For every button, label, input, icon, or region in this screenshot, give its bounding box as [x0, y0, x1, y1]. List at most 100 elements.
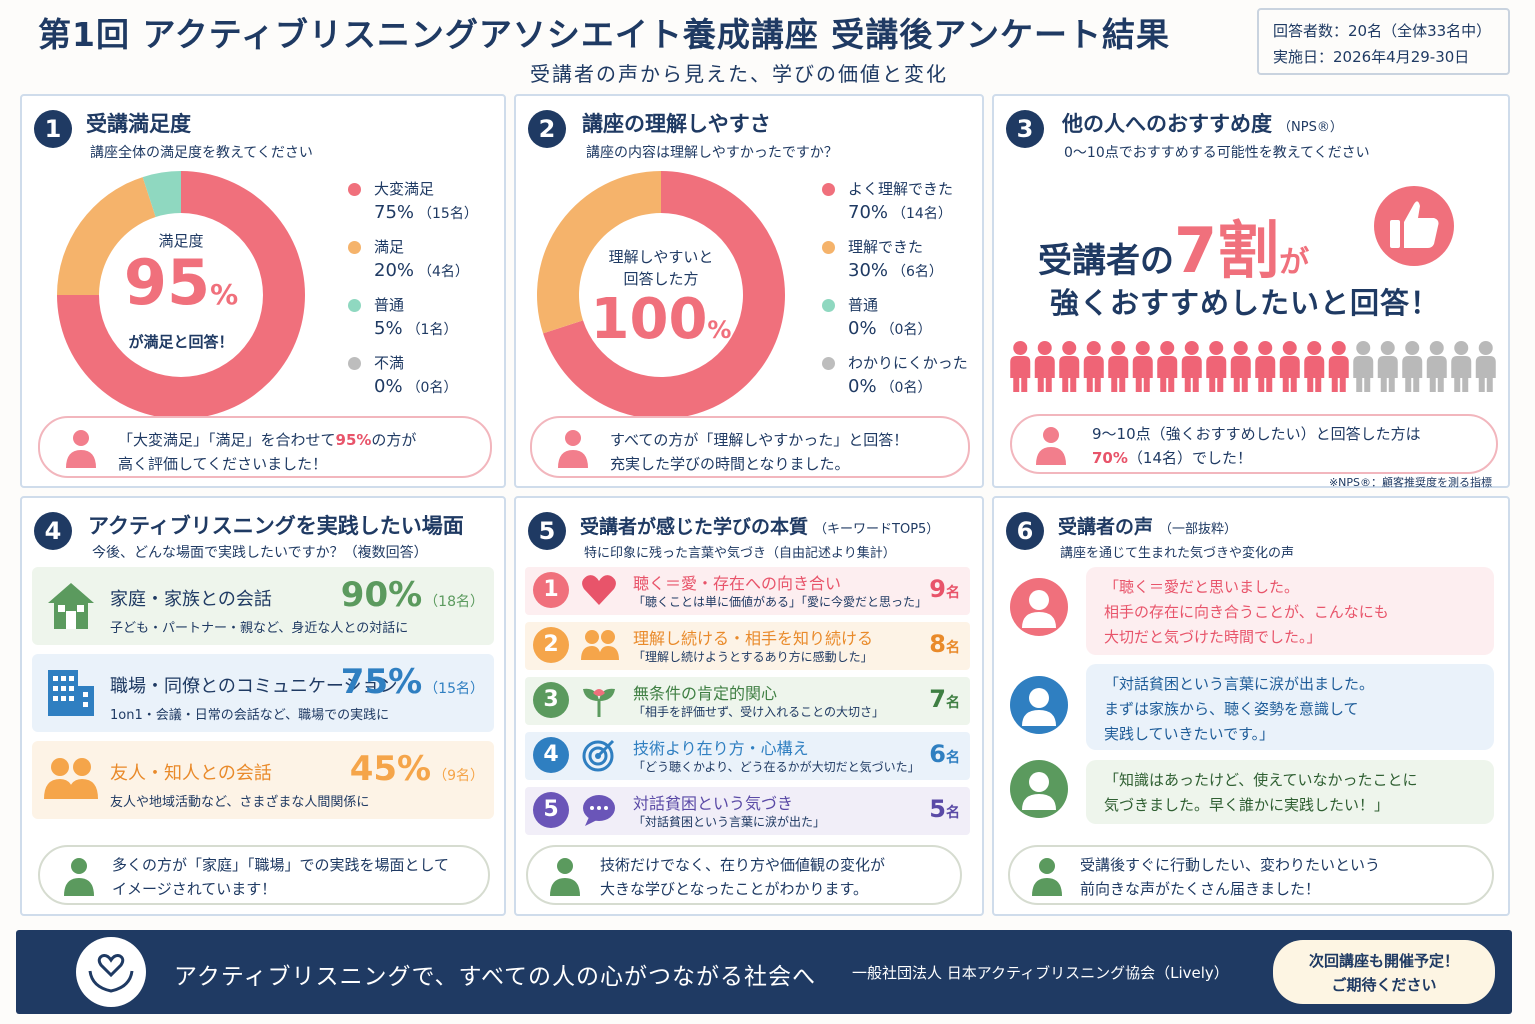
- next-course-badge: 次回講座も開催予定！ ご期待ください: [1273, 940, 1495, 1004]
- scene-item: 職場・同僚とのコミュニケーション 1on1・会議・日常の会話など、職場での実践に…: [32, 654, 494, 732]
- footer-organization: 一般社団法人 日本アクティブリスニング協会（Lively）: [852, 964, 1229, 982]
- donut-center-value: 95: [123, 246, 211, 319]
- scene-count: （15名）: [424, 681, 484, 697]
- scene-label: 友人・知人との会話: [110, 763, 272, 784]
- hands-heart-icon: [88, 954, 134, 993]
- nps-headline: 受講者の7割が: [1038, 200, 1309, 290]
- note-line2: 高く評価してくださいました！: [118, 455, 328, 473]
- promoter-person-icon: [1083, 341, 1104, 392]
- note-text: の方が: [371, 431, 417, 449]
- keyword-quote: 「聴くことは単に価値がある」「愛に今愛だと思った」: [633, 595, 928, 609]
- donut-center-unit: %: [210, 278, 239, 311]
- scene-label: 家庭・家族との会話: [110, 589, 272, 610]
- title-note: （一部抜粋）: [1159, 522, 1238, 537]
- rank-badge: 5: [533, 792, 569, 828]
- note-line2: 大きな学びとなったことがわかります。: [600, 880, 869, 898]
- survey-meta-box: 回答者数：20名（全体33名中） 実施日：2026年4月29-30日: [1257, 8, 1510, 75]
- legend-count: （14名）: [892, 206, 952, 222]
- section-question: 今後、どんな場面で実践したいですか？（複数回答）: [92, 545, 428, 561]
- promoter-person-icon: [1132, 341, 1153, 392]
- card-recommendation: 3 他の人へのおすすめ度 （NPS®） 0〜10点でおすすめする可能性を教えてくだ…: [992, 94, 1510, 489]
- note-line2: 前向きな声がたくさん届きました！: [1080, 880, 1321, 898]
- user-icon: [1022, 772, 1056, 810]
- summary-text: すべての方が「理解しやすかった」と回答！ 充実した学びの時間となりました。: [610, 428, 908, 476]
- donut-center-label: 理解しやすいと: [608, 248, 714, 266]
- keyword-count: 8名: [929, 630, 960, 658]
- legend-dot: [822, 357, 835, 370]
- nps-footnote: ※NPS®：顧客推奨度を測る指標: [1328, 476, 1492, 489]
- title-note: （NPS®）: [1278, 120, 1343, 135]
- avatar: [1010, 578, 1068, 636]
- other-person-icon: [1451, 341, 1472, 392]
- promoter-person-icon: [1059, 341, 1080, 392]
- title-text: 受講者の声: [1058, 516, 1154, 538]
- section-title: 受講満足度: [86, 112, 191, 136]
- summary-note: 受講後すぐに行動したい、変わりたいという 前向きな声がたくさん届きました！: [1008, 845, 1494, 905]
- keyword-count-unit: 名: [946, 585, 960, 601]
- legend-value: 0% （0名）: [848, 376, 931, 397]
- legend-count: （0名）: [406, 380, 458, 396]
- section-number: 4: [34, 512, 72, 550]
- keyword-count-value: 7: [929, 685, 946, 713]
- section-question: 講座の内容は理解しやすかったですか？: [586, 145, 838, 161]
- section-number: 2: [528, 110, 566, 148]
- legend-label: 普通: [848, 296, 879, 314]
- person-icon: [558, 430, 588, 468]
- donut-center-value: 100: [590, 287, 708, 352]
- legend-dot: [348, 241, 361, 254]
- person-icon: [1032, 858, 1062, 896]
- donut-center-label2: 回答した方: [623, 270, 699, 288]
- legend-label: わかりにくかった: [848, 354, 968, 372]
- legend-value: 30% （6名）: [848, 260, 943, 281]
- keyword-count-unit: 名: [946, 640, 960, 656]
- scene-desc: 1on1・会議・日常の会話など、職場での実践に: [110, 708, 390, 723]
- keyword-quote: 「どう聴くかより、どう在るかが大切だと気づいた」: [633, 760, 920, 774]
- section-title: 他の人へのおすすめ度 （NPS®）: [1062, 108, 1343, 138]
- keyword-count-unit: 名: [946, 695, 960, 711]
- donut-slice-3: [142, 171, 181, 218]
- keyword-count-value: 5: [929, 795, 946, 823]
- keyword-title: 聴く＝愛・存在への向き合い: [633, 574, 842, 593]
- summary-text: 受講後すぐに行動したい、変わりたいという 前向きな声がたくさん届きました！: [1080, 853, 1380, 901]
- donut-center-caption: が満足と回答！: [128, 333, 234, 351]
- legend-count: （15名）: [418, 206, 478, 222]
- legend-value: 20% （4名）: [374, 260, 469, 281]
- section-title: 受講者が感じた学びの本質 （キーワードTOP5）: [580, 512, 939, 539]
- respondents-count: 回答者数：20名（全体33名中）: [1273, 22, 1492, 40]
- summary-text: 9〜10点（強くおすすめしたい）と回答した方は 70%（14名）でした！: [1092, 422, 1421, 470]
- title-text: 受講者が感じた学びの本質: [580, 516, 809, 538]
- house-icon: [48, 583, 94, 629]
- summary-note: 「大変満足」「満足」を合わせて95%の方が 高く評価してくださいました！: [38, 416, 492, 478]
- user-icon: [1022, 590, 1056, 628]
- voice-quote: 「聴く＝愛だと思いました。 相手の存在に向き合うことが、こんなにも 大切だと気づ…: [1086, 567, 1494, 655]
- note-line1: 多くの方が「家庭」「職場」での実践を場面として: [112, 856, 450, 874]
- title-text: 他の人へのおすすめ度: [1062, 112, 1272, 136]
- donut-slice-2: [537, 171, 661, 334]
- promoter-person-icon: [1279, 341, 1300, 392]
- promoter-person-icon: [1304, 341, 1325, 392]
- footer-banner: アクティブリスニングで、すべての人の心がつながる社会へ 一般社団法人 日本アクテ…: [16, 930, 1512, 1014]
- note-text: （14名）でした！: [1127, 449, 1252, 467]
- understanding-donut-chart: [537, 171, 785, 419]
- note-highlight: 95%: [335, 431, 372, 449]
- rank-badge: 1: [533, 572, 569, 608]
- scene-pct: 90% （18名）: [341, 575, 484, 615]
- section-question: 講座全体の満足度を教えてください: [90, 145, 313, 161]
- donut-center: 理解しやすいと 回答した方 100%: [564, 246, 758, 363]
- note-line1: 9〜10点（強くおすすめしたい）と回答した方は: [1092, 425, 1421, 443]
- keyword-title: 無条件の肯定的関心: [633, 684, 778, 703]
- legend-pct: 75%: [374, 202, 415, 223]
- scene-item: 友人・知人との会話 友人や地域活動など、さまざまな人間関係に 45% （9名）: [32, 741, 494, 819]
- heart-icon: [582, 575, 616, 605]
- promoter-person-icon: [1230, 341, 1251, 392]
- promoter-person-icon: [1206, 341, 1227, 392]
- person-icon: [1036, 427, 1066, 465]
- user-icon: [1022, 688, 1056, 726]
- keyword-count-value: 8: [929, 630, 946, 658]
- promoter-person-icon: [1010, 341, 1031, 392]
- keyword-count-value: 6: [929, 740, 946, 768]
- person-icon: [64, 858, 94, 896]
- donut-center-label: 満足度: [158, 232, 204, 250]
- scene-pct-value: 90%: [340, 575, 423, 615]
- voice-quote: 「知識はあったけど、使えていなかったことに 気づきました。早く誰かに実践したい！…: [1086, 760, 1494, 824]
